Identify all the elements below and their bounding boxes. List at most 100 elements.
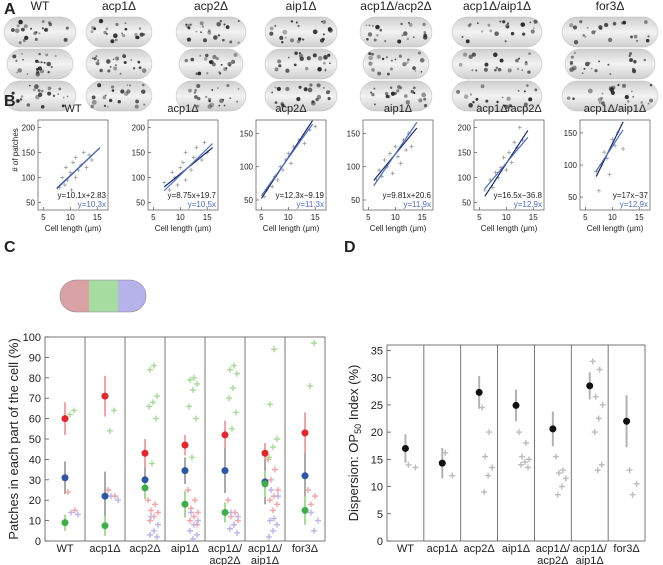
mean-marker [101, 492, 109, 500]
patch-spot [218, 104, 221, 107]
patch-spot [219, 98, 224, 104]
patch-spot [197, 71, 202, 76]
patch-spot [205, 53, 209, 58]
individual-cross [312, 493, 318, 500]
y-tick-label: 200 [22, 124, 36, 133]
data-point [396, 154, 400, 159]
patch-spot [523, 102, 528, 107]
x-tick-label: 15 [203, 213, 212, 222]
cell-image [6, 48, 74, 80]
individual-cross [599, 401, 606, 408]
patch-spot [321, 20, 323, 23]
individual-cross [228, 509, 234, 516]
patch-spot [607, 63, 610, 66]
patch-spot [523, 90, 526, 93]
individual-cross [155, 509, 161, 516]
patch-spot [306, 56, 311, 61]
patch-spot [408, 22, 413, 27]
y-tick-label: 5 [377, 509, 383, 521]
patch-spot [290, 38, 294, 43]
individual-cross [71, 407, 77, 414]
data-point [84, 165, 89, 170]
y-tick-label: 100 [22, 174, 36, 183]
patch-spot [423, 31, 427, 34]
data-point [71, 160, 75, 165]
patch-spot [515, 58, 519, 63]
patch-spot [57, 93, 60, 96]
patch-spot [38, 32, 41, 35]
patch-spot [274, 101, 278, 105]
x-tick-label: 5 [151, 213, 156, 222]
patch-spot [296, 97, 301, 102]
patch-spot [19, 98, 23, 101]
patch-spot [467, 24, 471, 28]
patch-spot [410, 89, 415, 94]
x-tick-label: 15 [93, 213, 102, 222]
fit-equation: y=8.75x+19.7 [168, 191, 217, 200]
mean-marker [401, 444, 409, 452]
individual-cross [270, 444, 276, 451]
patch-spot [22, 58, 24, 61]
patch-spot [397, 39, 402, 44]
plot-title: acp2Δ [275, 103, 307, 115]
y-tick-label: 50 [244, 196, 253, 205]
patch-spot [366, 37, 369, 41]
x-tick-label: acp1Δ/ [536, 543, 571, 555]
patch-spot [649, 83, 653, 87]
patch-spot [456, 89, 460, 94]
patch-spot [379, 28, 383, 32]
patch-spot [526, 84, 529, 87]
patch-spot [406, 37, 409, 40]
individual-cross [195, 517, 201, 524]
x-tick-label: aip1Δ [502, 543, 531, 555]
patch-spot [126, 89, 131, 94]
patch-spot [509, 104, 513, 108]
patch-spot [532, 27, 535, 30]
patch-spot [30, 27, 33, 30]
mean-marker [181, 500, 189, 508]
patch-spot [312, 29, 318, 35]
patch-spot [397, 85, 401, 89]
individual-cross [187, 517, 193, 524]
patch-spot [401, 34, 404, 37]
inset-green [89, 280, 118, 312]
patch-spot [219, 19, 222, 23]
patch-spot [489, 29, 493, 33]
patch-spot [221, 38, 225, 42]
patch-spot [517, 89, 520, 92]
y-tick-label: 50 [568, 193, 577, 202]
patch-spot [41, 27, 44, 30]
patch-spot [199, 54, 202, 57]
mean-marker [141, 484, 149, 492]
individual-cross [235, 513, 241, 520]
patch-spot [309, 83, 313, 87]
fit-line [56, 147, 101, 190]
individual-cross [525, 464, 531, 471]
y-tick-label: 100 [240, 163, 254, 172]
patch-spot [583, 67, 586, 70]
patch-spot [298, 53, 304, 59]
individual-cross [486, 429, 493, 436]
patch-spot [312, 53, 317, 58]
patch-spot [15, 59, 18, 62]
patch-spot [385, 56, 388, 59]
patch-spot [480, 30, 484, 33]
patch-spot [524, 61, 528, 66]
patch-spot [61, 104, 65, 108]
patch-spot [119, 72, 122, 75]
y-tick-label: 150 [132, 149, 146, 158]
patch-spot [323, 55, 328, 60]
individual-cross [191, 521, 197, 528]
patch-spot [16, 99, 20, 103]
patch-spot [97, 59, 100, 62]
patch-spot [463, 94, 469, 99]
patch-spot [390, 91, 396, 96]
mean-marker [549, 425, 557, 433]
patch-spot [649, 98, 653, 103]
patch-spot [398, 54, 402, 58]
patch-spot [422, 35, 428, 40]
patch-spot [216, 21, 221, 27]
data-point [490, 185, 495, 190]
patch-spot [279, 35, 284, 40]
patch-spot [483, 67, 488, 72]
